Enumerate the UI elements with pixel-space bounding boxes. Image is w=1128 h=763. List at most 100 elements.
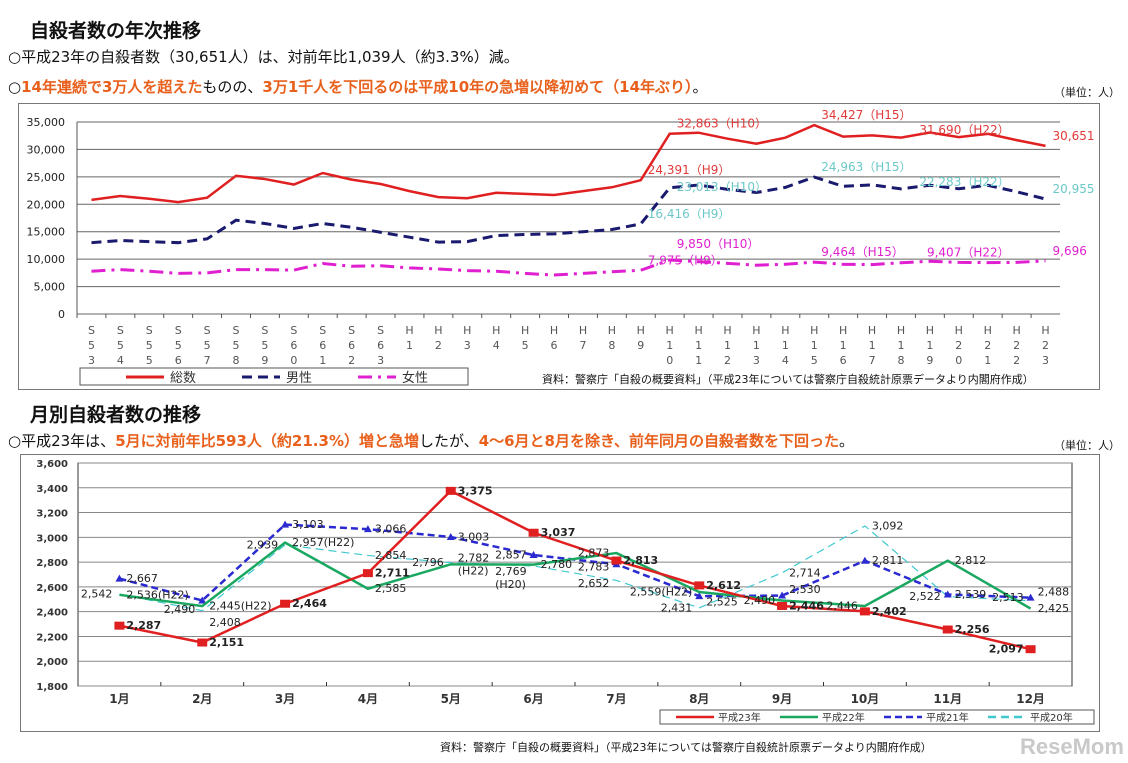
data-label: 2,780 — [541, 558, 573, 571]
data-point-marker — [363, 525, 372, 533]
data-point-marker — [198, 596, 207, 604]
data-label: 2,536(H22) — [126, 588, 188, 601]
data-point-marker — [778, 591, 787, 599]
data-label: 9,407（H22） — [927, 245, 1010, 259]
legend-label: 総数 — [170, 371, 196, 386]
data-label: 2,782 (H22) — [458, 551, 490, 577]
data-label: 2,714 — [789, 566, 821, 579]
highlight-text: 5月に対前年比593人（約21.3%）増と急増 — [115, 432, 419, 450]
section1-bullet1: ○平成23年の自殺者数（30,651人）は、対前年比1,039人（約3.3%）減… — [8, 48, 519, 66]
data-label: 24,963（H15） — [821, 160, 911, 174]
legend-label: 男性 — [286, 371, 312, 386]
data-label: 2,446 — [826, 599, 858, 612]
y-tick-label: 3,200 — [36, 509, 68, 520]
data-point-marker — [446, 532, 455, 540]
text: 。 — [838, 432, 854, 450]
data-label: 23,013（H10） — [677, 180, 767, 194]
data-label: 2,525 — [706, 596, 738, 609]
data-label: 2,939 — [247, 538, 278, 551]
data-label: 2,446 — [789, 599, 824, 612]
data-point-marker — [197, 638, 208, 647]
data-point-marker — [362, 569, 373, 578]
data-point-marker — [860, 556, 869, 564]
data-point-marker — [611, 556, 622, 565]
data-label: 2,711 — [375, 567, 410, 580]
data-label: 20,955 — [1053, 182, 1095, 196]
data-label: 3,003 — [458, 530, 490, 543]
legend-box — [659, 709, 1095, 725]
text: したが、 — [418, 432, 479, 450]
data-label: 2,857 — [495, 549, 527, 562]
x-tick-label: 4月 — [358, 692, 378, 706]
data-label: 2,490 — [164, 603, 196, 616]
y-tick-label: 30,000 — [27, 143, 66, 156]
section1-source: 資料：警察庁「自殺の概要資料」（平成23年については警察庁自殺統計原票データより… — [542, 373, 1034, 386]
y-tick-label: 35,000 — [27, 116, 66, 129]
data-label: 2,585 — [375, 582, 407, 595]
x-tick-label: 1月 — [109, 692, 129, 706]
legend-label: 女性 — [402, 370, 428, 386]
data-label: 2,530 — [789, 583, 821, 596]
x-tick-label: 10月 — [851, 692, 880, 706]
data-label: 2,256 — [955, 623, 990, 636]
chart1-frame — [18, 103, 1100, 390]
data-label: 2,769 (H20) — [495, 565, 527, 591]
text: ものの、 — [202, 78, 263, 96]
legend-label: 平成22年 — [822, 711, 865, 724]
data-label: 2,522 — [909, 590, 941, 603]
data-label: 2,408 — [209, 616, 241, 629]
x-tick-label: 8月 — [689, 692, 709, 706]
annual-suicide-chart: 0 5,000 10,000 15,000 20,000 25,000 30,000 35,0… — [27, 108, 1095, 386]
section2-unit: （単位：人） — [1054, 439, 1120, 452]
data-point-marker — [529, 551, 538, 559]
data-label: 2,488 — [1038, 585, 1070, 598]
data-label: 2,513 — [992, 591, 1024, 604]
data-label: 24,391（H9） — [648, 163, 731, 177]
chart2-frame — [20, 454, 1100, 732]
section1-unit: （単位：人） — [1054, 86, 1120, 99]
x-tick-label: 12月 — [1016, 692, 1045, 706]
x-tick-label: 6月 — [523, 692, 543, 706]
data-label: 2,425 — [1038, 602, 1070, 615]
y-tick-label: 2,400 — [36, 608, 68, 619]
data-label: 9,464（H15） — [821, 245, 904, 259]
data-label: 2,490 — [744, 594, 776, 607]
data-point-marker — [1025, 645, 1036, 654]
data-label: 2,783 — [578, 561, 610, 574]
data-label: 2,097 — [989, 643, 1024, 656]
series-line-総数 — [91, 123, 1046, 204]
data-label: 2,811 — [872, 554, 904, 567]
data-point-marker — [280, 599, 291, 608]
section1-bullet2: ○14年連続で3万人を超えたものの、3万1千人を下回るのは平成10年の急増以降初… — [8, 76, 708, 97]
section2-bullet: ○平成23年は、5月に対前年比593人（約21.3%）増と急増したが、4～6月と… — [8, 430, 854, 451]
resemom-watermark-logo: ReseMom — [1020, 734, 1124, 759]
legend-label: 平成20年 — [1030, 711, 1073, 724]
data-label: 2,796 — [412, 556, 444, 569]
data-label: 9,696 — [1053, 244, 1087, 258]
x-tick-label: 3月 — [275, 692, 295, 706]
y-tick-label: 3,000 — [36, 533, 68, 544]
x-tick-label: 7月 — [606, 692, 626, 706]
data-point-marker — [777, 601, 788, 610]
data-label: 30,651 — [1053, 129, 1095, 143]
data-label: 3,375 — [458, 484, 493, 497]
data-label: 2,652 — [578, 577, 610, 590]
data-point-marker — [114, 621, 125, 630]
